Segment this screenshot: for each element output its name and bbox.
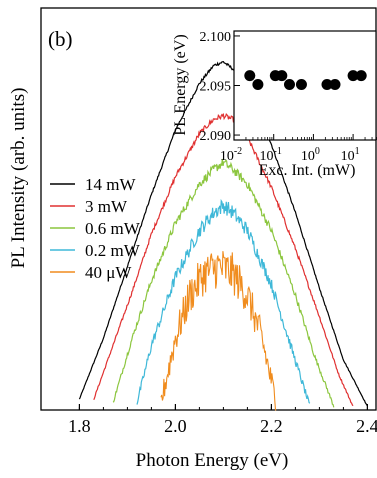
- inset-data-point: [244, 70, 256, 82]
- inset-y-tick-label: 2.095: [200, 80, 232, 95]
- series-line-0: [78, 60, 368, 407]
- x-tick-label: 2.2: [260, 416, 283, 436]
- series-line-1: [93, 112, 354, 407]
- panel-label: (b): [48, 27, 73, 51]
- inset-data-point: [347, 70, 359, 82]
- legend-label: 0.6 mW: [85, 219, 141, 238]
- inset-data-point: [321, 79, 333, 91]
- legend-label: 3 mW: [85, 197, 128, 216]
- inset-data-point: [355, 70, 367, 82]
- inset-x-axis-label: Exc. Int. (mW): [259, 162, 356, 179]
- legend-label: 0.2 mW: [85, 241, 141, 260]
- spectra-curves: [78, 60, 368, 411]
- inset-data-point: [276, 70, 288, 82]
- y-axis-label: PL Intensity (arb. units): [8, 88, 29, 269]
- x-axis-label: Photon Energy (eV): [136, 450, 289, 471]
- x-tick-label: 1.8: [68, 416, 91, 436]
- x-tick-label: 2.4: [356, 416, 377, 436]
- series-line-4: [160, 251, 277, 411]
- inset-x-tick-label: 10-2: [220, 146, 242, 164]
- main-x-ticks: 1.8 2.0 2.2 2.4: [68, 404, 377, 436]
- series-line-3: [136, 198, 311, 405]
- inset-y-tick-label: 2.100: [200, 30, 232, 45]
- inset-data-point: [252, 79, 264, 91]
- inset-data-point: [283, 79, 295, 91]
- inset-y-tick-label: 2.090: [200, 129, 232, 144]
- inset-data-point: [329, 79, 341, 91]
- legend: 14 mW 3 mW 0.6 mW 0.2 mW 40 μW: [50, 175, 141, 282]
- main-frame: [40, 7, 377, 411]
- main-plot-frame: [40, 7, 377, 411]
- x-tick-label: 2.0: [164, 416, 187, 436]
- inset-data-point: [295, 79, 307, 91]
- series-line-2: [112, 158, 335, 408]
- legend-label: 14 mW: [85, 175, 136, 194]
- legend-label: 40 μW: [85, 263, 132, 282]
- inset-y-axis-label: PL Energy (eV): [172, 34, 189, 135]
